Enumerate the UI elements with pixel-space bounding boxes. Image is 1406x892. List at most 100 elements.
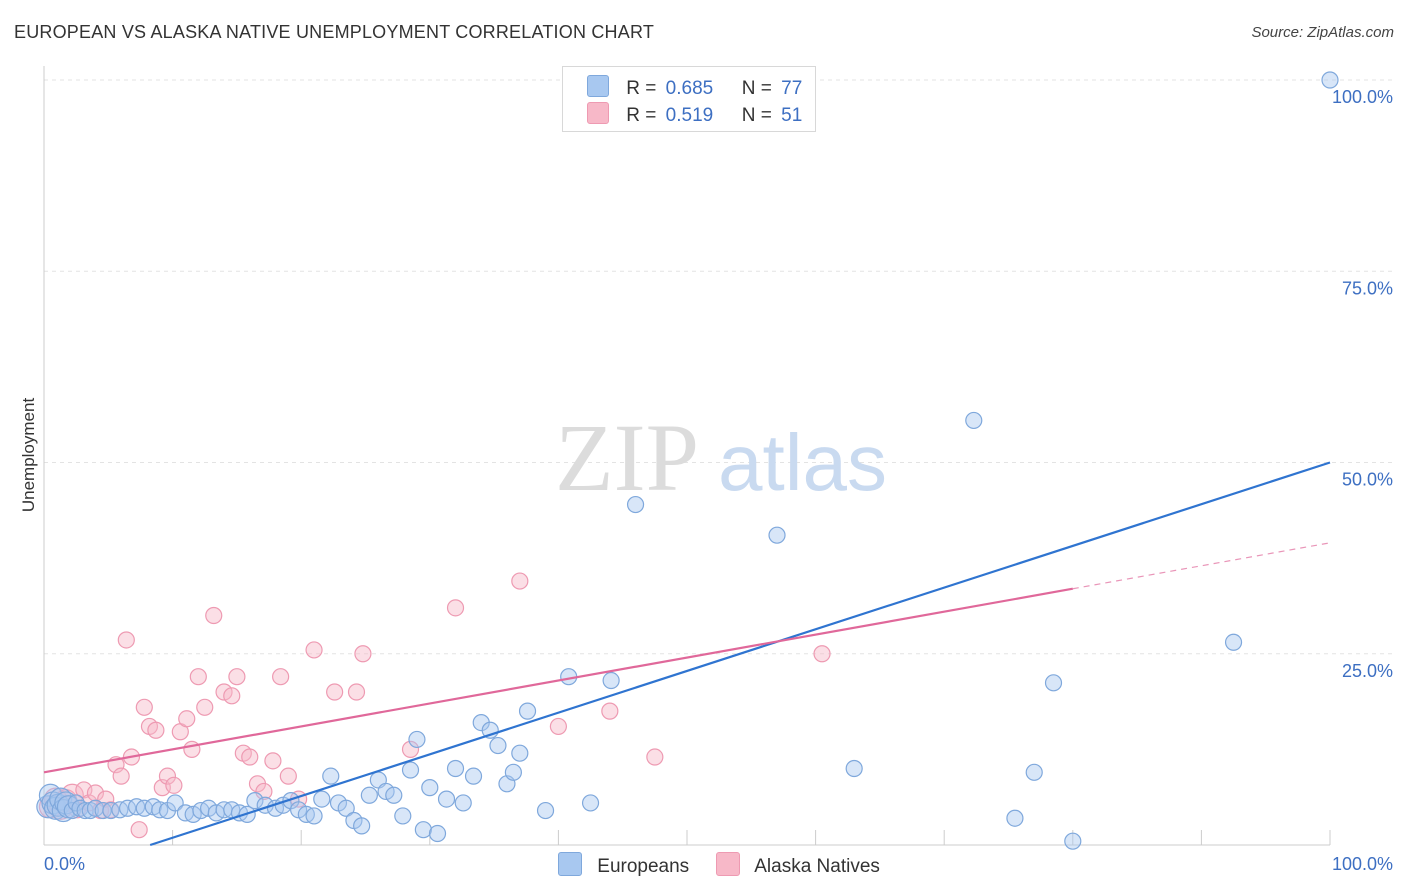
pink-swatch	[716, 852, 740, 876]
legend-row-alaska-natives: R = 0.519 N = 51	[587, 102, 802, 126]
data-point	[228, 668, 246, 686]
data-point	[313, 790, 331, 808]
data-point	[446, 599, 465, 617]
data-point	[158, 767, 177, 785]
data-point	[454, 794, 472, 812]
data-point	[147, 721, 165, 739]
source-label: Source: ZipAtlas.com	[1251, 24, 1394, 41]
data-point	[326, 683, 344, 701]
data-point	[401, 740, 420, 758]
data-point	[166, 794, 184, 812]
data-point	[165, 776, 183, 794]
data-point	[1064, 832, 1082, 850]
blue-swatch	[558, 852, 582, 876]
r-value: 0.519	[665, 105, 714, 126]
data-point	[102, 801, 120, 820]
data-point	[76, 801, 94, 820]
n-value: 77	[781, 78, 803, 99]
legend-label: Europeans	[597, 856, 690, 877]
tick-labels: 25.0% 50.0% 75.0% 100.0% 0.0% 100.0%	[44, 87, 1393, 874]
r-label: R =	[626, 105, 657, 126]
data-point	[511, 744, 529, 762]
data-point	[428, 824, 447, 843]
data-point	[360, 786, 378, 804]
data-point	[112, 767, 130, 785]
y-tick-label: 75.0%	[1342, 278, 1393, 298]
blue-swatch	[587, 75, 609, 97]
n-label: N =	[741, 78, 772, 99]
n-label: N =	[741, 105, 772, 126]
data-point	[130, 821, 148, 839]
data-point	[322, 767, 340, 785]
trend-line-europeans	[149, 461, 1331, 847]
data-point	[1006, 809, 1024, 827]
r-value: 0.685	[665, 78, 714, 99]
data-point	[421, 779, 439, 797]
chart-title: EUROPEAN VS ALASKA NATIVE UNEMPLOYMENT C…	[14, 22, 655, 42]
data-point	[241, 748, 259, 766]
data-point	[353, 817, 371, 835]
data-point	[196, 698, 214, 716]
stats-legend: R = 0.685 N = 77 R = 0.519 N = 51	[562, 66, 816, 132]
data-point	[581, 794, 600, 812]
data-point	[1321, 71, 1339, 89]
data-point	[489, 736, 507, 755]
x-tick-label: 0.0%	[44, 854, 85, 874]
data-point	[178, 710, 196, 728]
data-point	[279, 767, 297, 785]
n-value: 51	[781, 105, 803, 126]
legend-item-alaska-natives: Alaska Natives	[716, 852, 880, 878]
data-point	[205, 606, 223, 625]
legend-item-europeans: Europeans	[558, 852, 689, 878]
data-point	[354, 645, 372, 663]
data-point	[1224, 633, 1243, 651]
data-point	[602, 671, 620, 690]
y-tick-label: 100.0%	[1332, 87, 1393, 107]
data-point	[626, 495, 645, 514]
data-point	[272, 668, 290, 686]
data-point	[86, 784, 105, 802]
data-point	[305, 641, 323, 659]
data-point	[223, 687, 241, 705]
data-point	[646, 748, 664, 766]
data-point	[264, 752, 282, 770]
trend-line-alaska-natives	[43, 587, 1073, 774]
data-point	[255, 782, 273, 801]
pink-swatch	[587, 102, 609, 124]
legend-row-europeans: R = 0.685 N = 77	[587, 75, 802, 99]
x-tick-label: 100.0%	[1332, 854, 1393, 874]
data-point	[215, 683, 233, 701]
data-point	[511, 572, 529, 590]
data-point	[246, 792, 264, 810]
data-point	[1044, 674, 1063, 692]
series-europeans	[36, 71, 1339, 850]
trend-line-alaska-natives-extension	[1072, 542, 1331, 590]
data-point	[504, 763, 522, 781]
data-point	[189, 668, 207, 686]
data-point	[394, 807, 412, 825]
data-point	[377, 782, 395, 801]
data-point	[183, 740, 201, 758]
data-point	[446, 759, 465, 778]
data-point	[1025, 763, 1043, 781]
data-point	[536, 801, 555, 820]
data-point	[965, 411, 983, 430]
data-point	[518, 702, 537, 720]
data-point	[768, 526, 786, 544]
watermark-zip: ZIP	[555, 404, 699, 511]
data-point	[845, 759, 863, 778]
data-point	[347, 683, 366, 701]
watermark-atlas: atlas	[718, 418, 887, 507]
data-point	[408, 730, 426, 749]
data-point	[414, 821, 432, 839]
data-point	[337, 799, 355, 817]
legend-label: Alaska Natives	[754, 856, 880, 877]
data-point	[184, 805, 202, 824]
y-tick-label: 50.0%	[1342, 470, 1393, 490]
data-point	[54, 791, 78, 815]
data-point	[401, 761, 420, 779]
data-point	[305, 807, 323, 825]
series-alaska-natives	[38, 572, 831, 839]
y-tick-label: 25.0%	[1342, 661, 1393, 681]
